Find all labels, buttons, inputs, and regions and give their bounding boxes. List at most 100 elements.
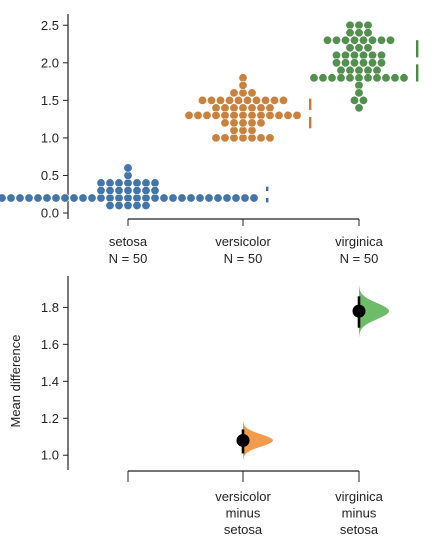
swarm-point-versicolor bbox=[256, 103, 266, 113]
swarm-point-setosa bbox=[141, 178, 151, 188]
swarm-point-setosa bbox=[42, 193, 52, 203]
swarm-panel: 0.0 0.5 1.0 1.5 2.0 2.5 setosa N = 50 versicolor… bbox=[0, 14, 419, 266]
swarm-point-versicolor bbox=[256, 133, 266, 143]
swarm-point-virginica bbox=[336, 73, 346, 83]
swarm-point-setosa bbox=[123, 200, 133, 210]
swarm-point-versicolor bbox=[265, 103, 275, 113]
y-tick-label: 1.5 bbox=[41, 93, 59, 108]
y-tick-label: 2.5 bbox=[41, 18, 59, 33]
swarm-point-versicolor bbox=[238, 73, 248, 83]
swarm-point-virginica bbox=[376, 58, 386, 68]
swarm-point-setosa bbox=[0, 193, 7, 203]
swarm-point-virginica bbox=[372, 65, 382, 75]
y-tick-label: 1.2 bbox=[41, 411, 59, 426]
swarm-point-virginica bbox=[354, 88, 364, 98]
y-tick-label: 2.0 bbox=[41, 55, 59, 70]
swarm-point-virginica bbox=[354, 65, 364, 75]
swarm-point-setosa bbox=[60, 193, 70, 203]
swarm-point-setosa bbox=[69, 193, 79, 203]
x-comparison-label-line: versicolor bbox=[215, 489, 271, 504]
swarm-point-virginica bbox=[376, 50, 386, 60]
swarm-point-versicolor bbox=[198, 95, 208, 105]
swarm-point-versicolor bbox=[220, 110, 230, 120]
swarm-point-virginica bbox=[354, 28, 364, 38]
x-comparison-label-line: minus bbox=[226, 506, 261, 521]
swarm-point-virginica bbox=[349, 35, 359, 45]
y-tick-label: 1.0 bbox=[41, 130, 59, 145]
swarm-point-virginica bbox=[354, 80, 364, 90]
swarm-point-setosa bbox=[159, 193, 169, 203]
swarm-point-setosa bbox=[96, 185, 106, 195]
swarm-point-setosa bbox=[105, 185, 115, 195]
swarm-point-virginica bbox=[363, 65, 373, 75]
swarm-point-versicolor bbox=[238, 88, 248, 98]
swarm-point-setosa bbox=[222, 193, 232, 203]
y-tick-label: 1.0 bbox=[41, 448, 59, 463]
swarm-point-versicolor bbox=[265, 110, 275, 120]
swarm-point-versicolor bbox=[252, 95, 262, 105]
swarm-point-versicolor bbox=[211, 103, 221, 113]
swarm-point-virginica bbox=[358, 35, 368, 45]
swarm-point-versicolor bbox=[238, 118, 248, 128]
bootstrap-distribution-2 bbox=[359, 285, 389, 337]
y-axis-label: Mean difference bbox=[8, 335, 23, 428]
swarm-point-setosa bbox=[150, 178, 160, 188]
swarm-point-virginica bbox=[322, 35, 332, 45]
swarm-point-setosa bbox=[105, 200, 115, 210]
swarm-point-setosa bbox=[87, 193, 97, 203]
swarm-point-virginica bbox=[331, 50, 341, 60]
swarm-point-setosa bbox=[132, 200, 142, 210]
swarm-point-versicolor bbox=[202, 110, 212, 120]
swarm-point-versicolor bbox=[229, 118, 239, 128]
swarm-point-versicolor bbox=[207, 95, 217, 105]
y-tick-label: 1.4 bbox=[41, 374, 59, 389]
swarm-point-setosa bbox=[105, 193, 115, 203]
swarm-point-virginica bbox=[354, 103, 364, 113]
swarm-point-versicolor bbox=[269, 95, 279, 105]
swarm-point-versicolor bbox=[283, 110, 293, 120]
swarm-point-setosa bbox=[123, 178, 133, 188]
x-comparison-label-line: virginica bbox=[335, 489, 383, 504]
swarm-point-virginica bbox=[345, 73, 355, 83]
swarm-point-virginica bbox=[331, 35, 341, 45]
x-category-label-versicolor: versicolor bbox=[215, 234, 271, 249]
x-comparison-label-line: setosa bbox=[340, 522, 379, 537]
x-comparison-label-line: minus bbox=[342, 506, 377, 521]
y-tick-label: 0.5 bbox=[41, 168, 59, 183]
swarm-point-setosa bbox=[240, 193, 250, 203]
swarm-point-virginica bbox=[399, 73, 409, 83]
swarm-point-virginica bbox=[345, 65, 355, 75]
y-tick-label: 1.6 bbox=[41, 337, 59, 352]
swarm-point-versicolor bbox=[216, 95, 226, 105]
swarm-point-setosa bbox=[141, 200, 151, 210]
swarm-point-virginica bbox=[345, 43, 355, 53]
swarm-point-setosa bbox=[186, 193, 196, 203]
swarm-point-setosa bbox=[33, 193, 43, 203]
swarm-point-virginica bbox=[309, 73, 319, 83]
swarm-point-setosa bbox=[123, 193, 133, 203]
swarm-point-setosa bbox=[177, 193, 187, 203]
swarm-point-virginica bbox=[367, 50, 377, 60]
swarm-point-virginica bbox=[363, 43, 373, 53]
swarm-point-virginica bbox=[354, 20, 364, 30]
swarm-point-versicolor bbox=[229, 133, 239, 143]
swarm-point-versicolor bbox=[265, 133, 275, 143]
swarm-point-setosa bbox=[141, 193, 151, 203]
swarm-point-virginica bbox=[345, 28, 355, 38]
swarm-point-setosa bbox=[15, 193, 25, 203]
swarm-point-versicolor bbox=[238, 125, 248, 135]
swarm-point-versicolor bbox=[229, 110, 239, 120]
swarm-point-versicolor bbox=[260, 95, 270, 105]
swarm-point-virginica bbox=[345, 20, 355, 30]
x-category-label-setosa: setosa bbox=[109, 234, 148, 249]
x-sample-size-label: N = 50 bbox=[109, 251, 148, 266]
swarm-point-versicolor bbox=[220, 118, 230, 128]
swarm-point-virginica bbox=[349, 50, 359, 60]
swarm-point-setosa bbox=[78, 193, 88, 203]
swarm-point-virginica bbox=[354, 73, 364, 83]
swarm-point-setosa bbox=[249, 193, 259, 203]
swarm-point-versicolor bbox=[256, 110, 266, 120]
swarm-point-versicolor bbox=[193, 110, 203, 120]
swarm-point-setosa bbox=[114, 193, 124, 203]
